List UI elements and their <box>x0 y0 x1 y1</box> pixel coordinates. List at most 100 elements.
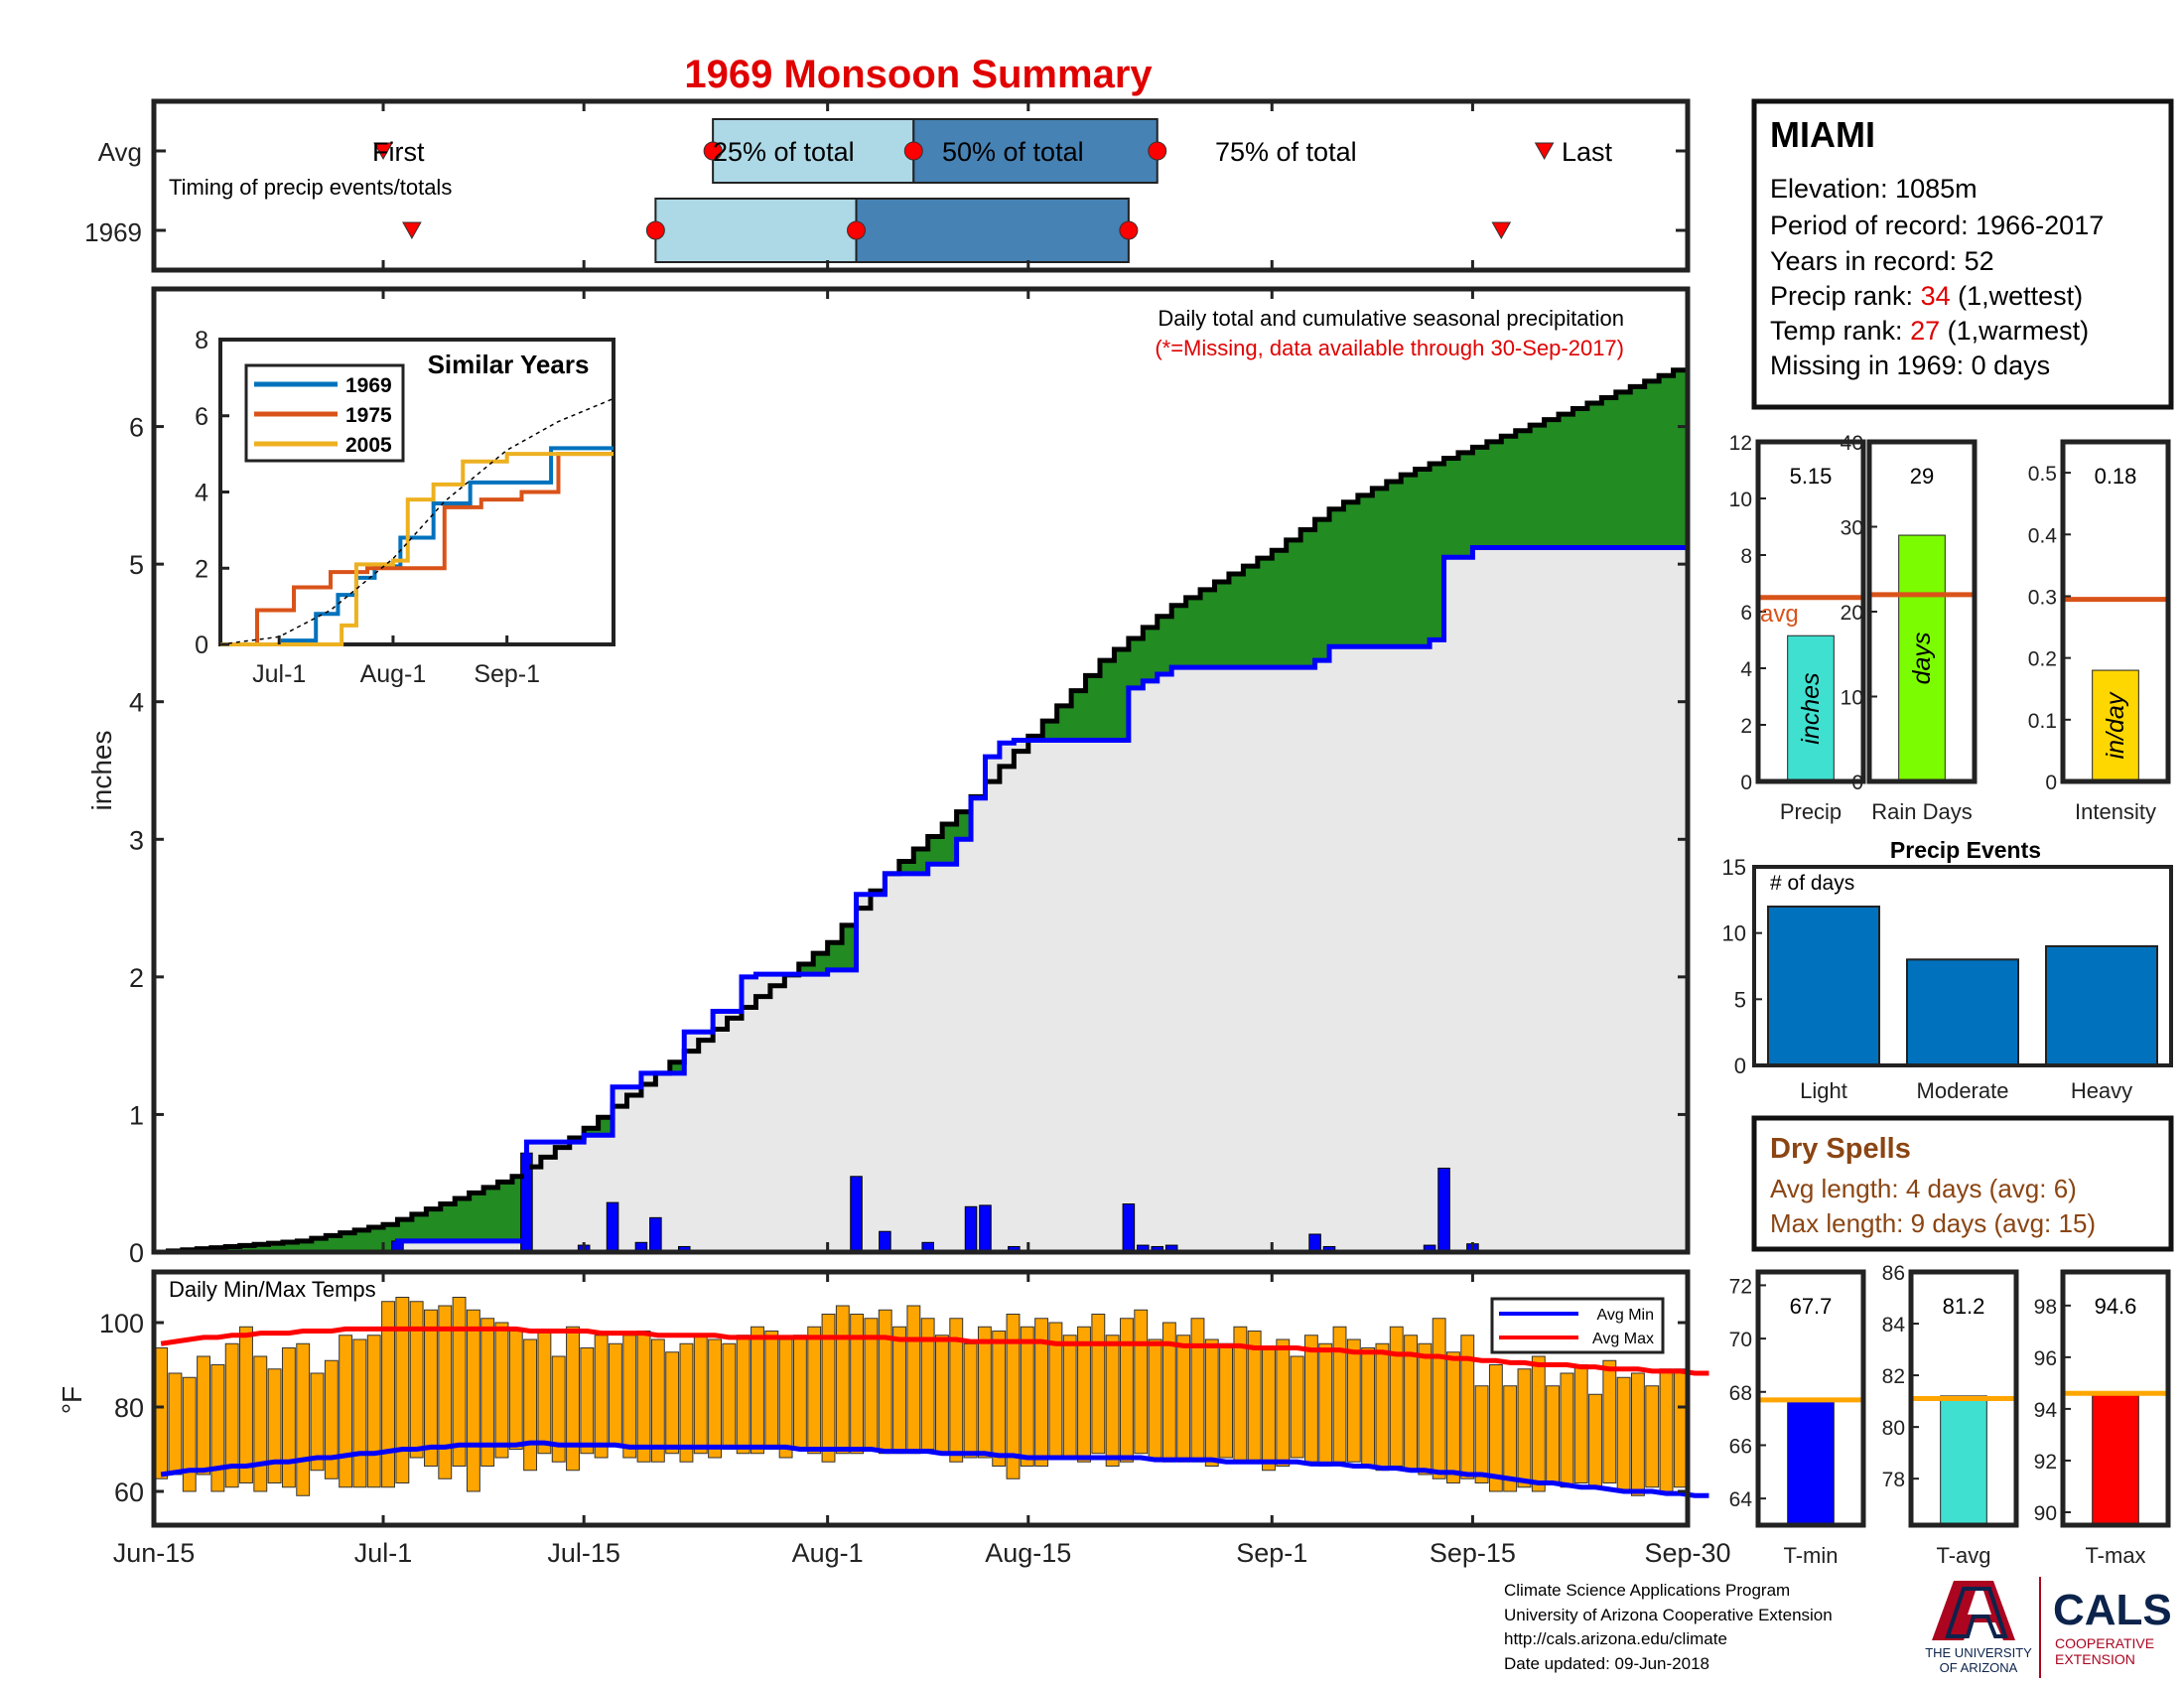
temp-range-bar <box>1673 1368 1688 1488</box>
stat-unit-Intensity: in/day <box>2102 691 2129 759</box>
temp-range-bar <box>1630 1372 1645 1496</box>
temp-range-bar <box>949 1318 964 1463</box>
overlap-area <box>154 543 1688 1252</box>
dry-max-length: Max length: 9 days (avg: 15) <box>1770 1208 2096 1238</box>
stat-panel-frame <box>2060 1269 2171 1528</box>
stat-ytick-label: 12 <box>1729 432 1752 455</box>
x-tick-label: Sep-30 <box>1644 1538 1730 1568</box>
dry-avg-length: Avg length: 4 days (avg: 6) <box>1770 1174 2077 1203</box>
station-info-box: MIAMI Elevation: 1085m Period of record:… <box>1751 98 2174 410</box>
stat-ytick-label: 94 <box>2034 1399 2058 1422</box>
temp-range-bar <box>1332 1326 1347 1463</box>
temp-axis-ticks: 60 80 100 <box>99 1272 1690 1525</box>
temp-range-bar <box>977 1326 992 1459</box>
legend-label-2005: 2005 <box>345 434 392 457</box>
main-ytick-label: 1 <box>129 1100 144 1130</box>
inset-legend: 1969 1975 2005 <box>254 374 392 457</box>
x-tick-label: Jul-1 <box>354 1538 413 1568</box>
events-ytick-label: 5 <box>1734 987 1746 1012</box>
year-first-marker <box>402 221 422 240</box>
inset-xtick-label: Jul-1 <box>252 660 306 688</box>
temp-range-bar <box>636 1331 651 1463</box>
main-ytick-label: 2 <box>129 963 144 993</box>
timing-avg-label: Avg <box>98 137 142 167</box>
temp-range-bar <box>807 1326 822 1455</box>
stat-panel-frame <box>1908 1269 2019 1528</box>
daily-precip-bar <box>850 1176 863 1253</box>
events-ytick-label: 0 <box>1734 1054 1746 1078</box>
temp-range-bar <box>1204 1338 1219 1467</box>
daily-precip-bars <box>391 1152 1479 1253</box>
footer-line-1: Climate Science Applications Program <box>1504 1581 1791 1600</box>
cals-sub-2: EXTENSION <box>2055 1651 2135 1667</box>
station-missing: Missing in 1969: 0 days <box>1770 351 2050 380</box>
temp-range-bar <box>935 1335 949 1455</box>
stat-ytick-label: 0 <box>2045 772 2057 794</box>
temp-range-bar <box>224 1342 239 1488</box>
temperature-panel: 60 80 100 Daily Min/Max Temps °F Avg Min A… <box>57 1269 1709 1528</box>
temp-range-bar <box>751 1326 764 1455</box>
temp-range-bar <box>1645 1385 1660 1488</box>
main-ytick-label: 6 <box>129 413 144 443</box>
temp-range-bar <box>1488 1364 1503 1492</box>
temp-range-bar <box>764 1331 779 1450</box>
temp-range-bar <box>1446 1351 1460 1483</box>
temp-range-bar <box>1588 1393 1602 1488</box>
temp-range-bar <box>154 1347 169 1479</box>
daily-precip-bar <box>1437 1167 1450 1253</box>
daily-precip-bar <box>964 1205 978 1253</box>
stat-unit-Rain Days: days <box>1908 633 1936 685</box>
main-note-2: (*=Missing, data available through 30-Se… <box>1155 336 1624 360</box>
temp-range-bar <box>494 1322 509 1459</box>
footer-line-2: University of Arizona Cooperative Extens… <box>1504 1605 1833 1624</box>
temp-range-bar <box>878 1309 892 1455</box>
timing-p75-label: 75% of total <box>1215 137 1357 167</box>
temp-range-bar <box>452 1297 467 1467</box>
inset-series-1969 <box>220 446 614 646</box>
year-p50-marker <box>847 220 867 240</box>
temp-range-bar <box>168 1372 183 1476</box>
temp-range-bar <box>438 1305 453 1479</box>
cals-logo-text: CALS <box>2053 1586 2172 1634</box>
events-xlabel-Moderate: Moderate <box>1917 1078 2009 1103</box>
events-ytick-label: 10 <box>1722 921 1746 946</box>
main-ytick-label: 0 <box>129 1238 144 1268</box>
x-tick-label: Jun-15 <box>113 1538 196 1568</box>
events-ylabel: # of days <box>1770 872 1854 895</box>
stat-ytick-label: 78 <box>1882 1469 1905 1491</box>
temp-ytick-label: 60 <box>114 1477 144 1507</box>
x-tick-label: Aug-1 <box>792 1538 864 1568</box>
stat-bar-Rain Days <box>1898 534 1946 782</box>
temp-range-bar <box>197 1355 211 1476</box>
temp-range-bar <box>1503 1385 1518 1492</box>
station-years: Years in record: 52 <box>1770 246 1994 276</box>
stat-ytick-label: 8 <box>1740 545 1752 568</box>
temp-range-bar <box>281 1347 296 1488</box>
temp-range-bar <box>182 1376 197 1492</box>
stat-ytick-label: 92 <box>2034 1451 2057 1474</box>
temp-range-bar <box>906 1305 921 1455</box>
inset-ytick-label: 2 <box>195 555 208 583</box>
inset-ytick-label: 4 <box>195 480 208 507</box>
stat-label-T-max: T-max <box>2085 1543 2145 1568</box>
events-xlabel-Light: Light <box>1800 1078 1847 1103</box>
stat-ytick-label: 0.4 <box>2028 524 2058 547</box>
stat-unit-Precip: inches <box>1797 672 1825 744</box>
temp-range-bar <box>580 1347 595 1455</box>
main-ytick-label: 3 <box>129 825 144 855</box>
stat-ytick-label: 96 <box>2034 1347 2057 1370</box>
dry-spells-box: Dry Spells Avg length: 4 days (avg: 6) M… <box>1751 1115 2174 1252</box>
temp-range-bar <box>352 1338 367 1488</box>
avg-q1-box <box>712 118 915 184</box>
avg-q2-box <box>912 118 1159 184</box>
events-xlabel-Heavy: Heavy <box>2071 1078 2132 1103</box>
cals-logo: CALS COOPERATIVE EXTENSION <box>2053 1586 2172 1667</box>
year-q2-box <box>855 198 1130 263</box>
temp-ytick-label: 80 <box>114 1393 144 1423</box>
temp-range-bar <box>508 1331 523 1450</box>
main-ytick-label: 4 <box>129 688 144 718</box>
daily-precip-bar <box>1122 1203 1136 1253</box>
main-note-1: Daily total and cumulative seasonal prec… <box>1158 306 1624 331</box>
temp-range-bar <box>523 1338 538 1472</box>
temp-range-bar <box>310 1372 325 1472</box>
